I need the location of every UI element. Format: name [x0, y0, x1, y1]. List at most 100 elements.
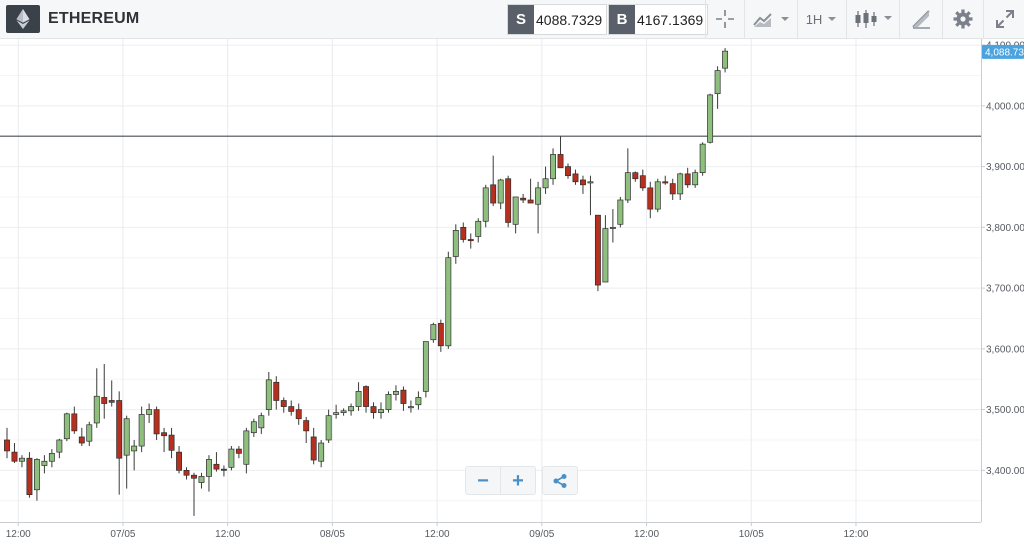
candle-body — [33, 459, 40, 491]
candle-body — [557, 154, 564, 169]
time-tick-label: 12:00 — [215, 529, 240, 540]
candle-body — [78, 436, 85, 444]
candle-body — [460, 226, 467, 240]
crosshair-button[interactable] — [705, 0, 744, 38]
candle — [385, 391, 392, 413]
candle — [520, 193, 527, 204]
timeframe-button[interactable]: 1H — [797, 0, 846, 38]
time-tick-label: 12:00 — [425, 529, 450, 540]
candle — [333, 404, 340, 419]
candle-body — [594, 214, 601, 286]
candle-body — [505, 178, 512, 223]
candle — [722, 48, 729, 73]
candle — [228, 446, 235, 471]
candle-body — [497, 179, 504, 204]
candle — [355, 382, 362, 411]
candle — [131, 439, 138, 471]
candle-body — [19, 457, 25, 462]
candle — [684, 167, 691, 188]
candle-body — [288, 406, 295, 412]
candle — [93, 368, 100, 428]
sell-price-button[interactable]: S 4088.7329 — [507, 4, 608, 35]
candle-body — [415, 397, 422, 406]
price-tick-label: 3,600.00 — [986, 344, 1024, 355]
candle — [108, 380, 115, 407]
zoom-in-button[interactable]: + — [501, 466, 536, 495]
chart-controls: − + — [465, 466, 578, 495]
candle-body — [565, 166, 571, 177]
candle — [587, 175, 594, 216]
asset-title: ETHEREUM — [48, 10, 140, 27]
time-tick-label: 07/05 — [110, 529, 135, 540]
chart-type-button[interactable] — [744, 0, 797, 38]
candle — [512, 196, 519, 234]
candle — [714, 66, 721, 109]
time-axis: 12:00 07/05 12:00 08/05 12:00 09/05 12:00 10/05… — [6, 522, 869, 540]
candle-body — [542, 178, 549, 189]
candle-body — [692, 172, 699, 186]
candle-body — [699, 143, 706, 174]
candle-body — [131, 445, 138, 452]
candle-body — [535, 187, 542, 205]
sell-price: 4088.7329 — [536, 11, 603, 28]
price-tick-label: 4,000.00 — [986, 101, 1024, 112]
candle-body — [624, 172, 631, 201]
candle — [295, 403, 302, 425]
candle — [542, 166, 549, 194]
candle — [437, 319, 444, 352]
candle — [594, 214, 601, 292]
candle-body — [654, 181, 661, 210]
time-tick-label: 10/05 — [739, 529, 764, 540]
time-tick-label: 12:00 — [843, 529, 868, 540]
candle-body — [714, 70, 721, 95]
candle-body — [220, 468, 227, 471]
candle — [198, 472, 205, 489]
zoom-out-button[interactable]: − — [465, 466, 501, 495]
zoom-in-icon: + — [512, 469, 524, 492]
candle-body — [26, 457, 33, 496]
candle — [4, 427, 10, 459]
candle — [415, 391, 422, 410]
candle-body — [378, 409, 384, 413]
candle — [452, 224, 459, 264]
settings-button[interactable] — [942, 0, 983, 38]
fullscreen-button[interactable] — [983, 0, 1024, 38]
candle — [63, 412, 70, 442]
candle-body — [602, 228, 609, 283]
candle — [265, 371, 272, 416]
candle — [557, 136, 564, 169]
candle-body — [662, 181, 669, 184]
candle-body — [475, 220, 482, 237]
candle — [348, 403, 355, 416]
candle-body — [116, 400, 123, 459]
candle-body — [228, 448, 235, 468]
candle — [580, 175, 586, 194]
candle — [41, 455, 48, 474]
indicators-button[interactable] — [846, 0, 899, 38]
candle-body — [63, 413, 70, 440]
candle — [467, 233, 474, 249]
candle — [123, 415, 130, 489]
time-tick-label: 08/05 — [320, 529, 345, 540]
price-tick-label: 3,500.00 — [986, 405, 1024, 416]
buy-price-button[interactable]: B 4167.1369 — [608, 4, 709, 35]
candle-body — [71, 413, 78, 432]
candle — [669, 178, 676, 200]
candle-body — [363, 386, 369, 407]
price-tick-label: 3,900.00 — [986, 162, 1024, 173]
candle-body — [707, 94, 714, 143]
candle-body — [684, 173, 691, 186]
candle-body — [86, 424, 93, 442]
candle-body — [617, 199, 624, 225]
candle — [280, 397, 287, 413]
share-button[interactable] — [542, 466, 578, 495]
candle — [490, 155, 497, 207]
drawing-tools-button[interactable] — [899, 0, 942, 38]
candle-body — [310, 436, 317, 461]
candle — [11, 443, 18, 464]
candle-body — [587, 181, 594, 184]
candle — [176, 446, 182, 474]
zoom-out-icon: − — [477, 469, 489, 492]
candle-body — [176, 451, 182, 471]
candle-body — [48, 452, 55, 462]
